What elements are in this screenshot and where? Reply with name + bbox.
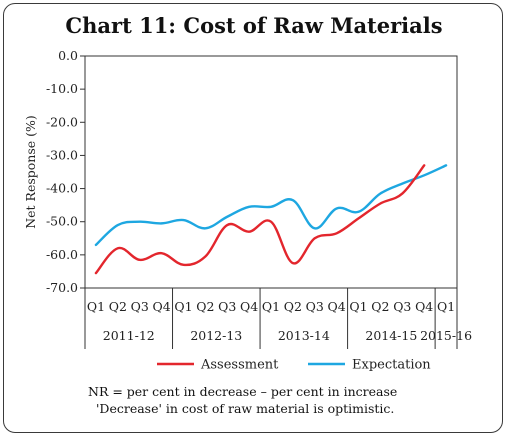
y-tick-label: -40.0 [46,181,78,196]
y-tick-label: -10.0 [46,81,78,96]
y-tick-label: -30.0 [46,147,78,162]
chart-frame [3,3,503,433]
x-tick-label: Q3 [393,299,411,314]
x-tick-label: Q1 [437,299,455,314]
x-tick-label: Q1 [174,299,192,314]
x-tick-label: Q3 [131,299,149,314]
year-label: 2013-14 [278,328,330,343]
plot-area [84,55,458,289]
assessment-legend-label: Assessment [200,358,279,373]
x-tick-label: Q4 [328,299,346,314]
note-decrease: 'Decrease' in cost of raw material is op… [96,401,395,416]
x-tick-label: Q2 [371,299,389,314]
x-tick-label: Q4 [415,299,433,314]
x-tick-label: Q4 [240,299,258,314]
note-nr: NR = per cent in decrease – per cent in … [88,384,398,399]
x-tick-label: Q2 [284,299,302,314]
year-label: 2014-15 [365,328,417,343]
x-tick-label: Q3 [218,299,236,314]
x-tick-label: Q1 [349,299,367,314]
assessment-line [94,164,426,275]
expectation-line [94,164,448,247]
x-tick-label: Q2 [196,299,214,314]
y-tick-label: -50.0 [46,214,78,229]
chart-title: Chart 11: Cost of Raw Materials [65,13,443,38]
x-tick-label: Q1 [262,299,280,314]
y-tick-label: 0.0 [58,48,78,63]
y-tick-label: -20.0 [46,114,78,129]
expectation-legend-label: Expectation [352,358,431,373]
y-tick-label: -60.0 [46,247,78,262]
x-tick-label: Q2 [109,299,127,314]
x-tick-label: Q4 [152,299,170,314]
year-label: 2012-13 [190,328,242,343]
year-label: 2011-12 [103,328,155,343]
y-tick-label: -70.0 [46,280,78,295]
x-tick-label: Q1 [87,299,105,314]
year-label: 2015-16 [420,328,472,343]
x-tick-label: Q3 [306,299,324,314]
y-axis-label: Net Response (%) [23,115,38,229]
